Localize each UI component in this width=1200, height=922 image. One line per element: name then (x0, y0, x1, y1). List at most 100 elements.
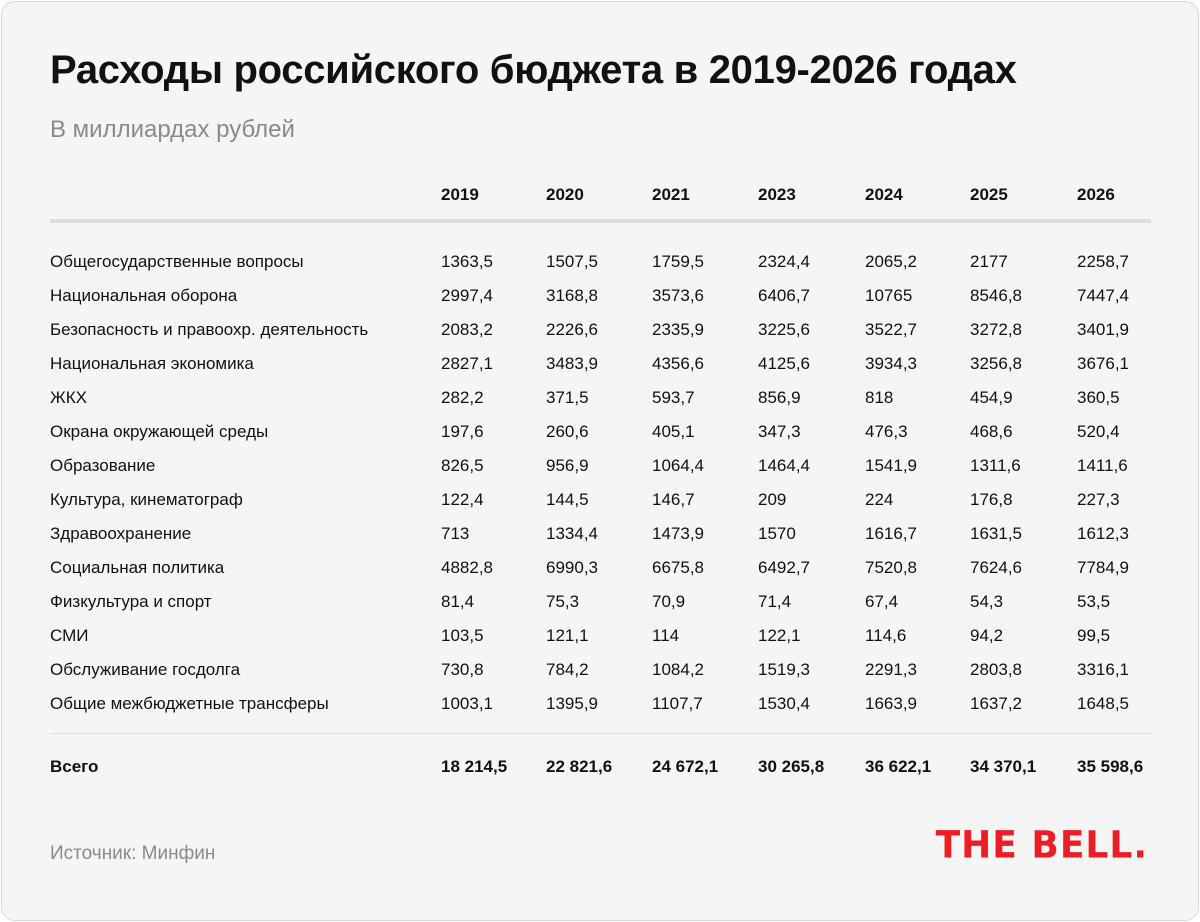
cell: 1395,9 (546, 694, 598, 713)
column-header: 2025 (970, 185, 1008, 204)
cell: 2324,4 (758, 252, 810, 271)
cell: 6675,8 (652, 558, 704, 577)
cell: 1541,9 (865, 456, 917, 475)
cell: 6492,7 (758, 558, 810, 577)
row-label: ЖКХ (50, 388, 87, 407)
cell: 713 (441, 524, 470, 543)
total-divider (50, 733, 1151, 734)
cell: 3676,1 (1077, 354, 1129, 373)
total-label: Всего (50, 757, 99, 776)
cell: 2997,4 (441, 286, 493, 305)
row-label: Окрана окружающей среды (50, 422, 269, 441)
cell: 81,4 (441, 592, 475, 611)
cell: 8546,8 (970, 286, 1022, 305)
cell: 1648,5 (1077, 694, 1129, 713)
row-label: Национальная экономика (50, 354, 254, 373)
cell: 454,9 (970, 388, 1013, 407)
cell: 468,6 (970, 422, 1013, 441)
cell: 122,1 (758, 626, 801, 645)
cell: 360,5 (1077, 388, 1120, 407)
cell: 54,3 (970, 592, 1004, 611)
cell: 1519,3 (758, 660, 810, 679)
column-header: 2026 (1077, 185, 1115, 204)
column-header: 2019 (441, 185, 479, 204)
cell: 114,6 (865, 626, 907, 645)
cell: 7624,6 (970, 558, 1022, 577)
cell: 4882,8 (441, 558, 493, 577)
cell: 103,5 (441, 626, 484, 645)
cell: 856,9 (758, 388, 801, 407)
cell: 3272,8 (970, 320, 1022, 339)
cell: 2226,6 (546, 320, 598, 339)
cell: 347,3 (758, 422, 801, 441)
cell: 1003,1 (441, 694, 493, 713)
cell: 146,7 (652, 490, 695, 509)
cell: 7784,9 (1077, 558, 1129, 577)
cell: 1759,5 (652, 252, 704, 271)
row-label: Здравоохранение (50, 524, 192, 543)
row-label: Культура, кинематограф (50, 490, 243, 509)
cell: 1473,9 (652, 524, 704, 543)
cell: 1637,2 (970, 694, 1022, 713)
cell: 405,1 (652, 422, 695, 441)
cell: 818 (865, 388, 894, 407)
cell: 144,5 (546, 490, 589, 509)
cell: 227,3 (1077, 490, 1120, 509)
cell: 2291,3 (865, 660, 917, 679)
cell: 99,5 (1077, 626, 1111, 645)
cell: 1084,2 (652, 660, 704, 679)
cell: 1612,3 (1077, 524, 1129, 543)
total-cell: 22 821,6 (546, 757, 613, 776)
cell: 10765 (865, 286, 913, 305)
cell: 197,6 (441, 422, 484, 441)
cell: 2827,1 (441, 354, 493, 373)
cell: 209 (758, 490, 787, 509)
total-cell: 35 598,6 (1077, 757, 1144, 776)
logo: THE BELL. (935, 823, 1148, 867)
cell: 1570 (758, 524, 796, 543)
cell: 260,6 (546, 422, 589, 441)
cell: 371,5 (546, 388, 589, 407)
subtitle: В миллиардах рублей (50, 116, 295, 143)
cell: 2258,7 (1077, 252, 1129, 271)
cell: 114 (652, 626, 680, 645)
header-divider (50, 219, 1151, 223)
cell: 3316,1 (1077, 660, 1129, 679)
cell: 53,5 (1077, 592, 1111, 611)
cell: 1107,7 (652, 694, 703, 713)
total-cell: 30 265,8 (758, 757, 825, 776)
cell: 1507,5 (546, 252, 598, 271)
cell: 476,3 (865, 422, 908, 441)
cell: 593,7 (652, 388, 695, 407)
cell: 1530,4 (758, 694, 810, 713)
cell: 67,4 (865, 592, 899, 611)
cell: 2803,8 (970, 660, 1022, 679)
cell: 3168,8 (546, 286, 598, 305)
cell: 6990,3 (546, 558, 598, 577)
cell: 1064,4 (652, 456, 704, 475)
row-label: СМИ (50, 626, 89, 645)
cell: 70,9 (652, 592, 686, 611)
cell: 2177 (970, 252, 1008, 271)
cell: 1631,5 (970, 524, 1022, 543)
cell: 784,2 (546, 660, 589, 679)
cell: 6406,7 (758, 286, 810, 305)
cell: 1363,5 (441, 252, 493, 271)
row-label: Общие межбюджетные трансферы (50, 694, 329, 713)
source: Источник: Минфин (50, 843, 216, 864)
cell: 3522,7 (865, 320, 917, 339)
row-label: Образование (50, 456, 156, 475)
column-header: 2020 (546, 185, 584, 204)
row-label: Обслуживание госдолга (50, 660, 241, 679)
cell: 3256,8 (970, 354, 1022, 373)
cell: 1663,9 (865, 694, 917, 713)
cell: 224 (865, 490, 894, 509)
cell: 2083,2 (441, 320, 493, 339)
total-cell: 18 214,5 (441, 757, 508, 776)
cell: 3573,6 (652, 286, 704, 305)
cell: 4125,6 (758, 354, 810, 373)
row-label: Социальная политика (50, 558, 225, 577)
title: Расходы российского бюджета в 2019-2026 … (50, 48, 1017, 92)
